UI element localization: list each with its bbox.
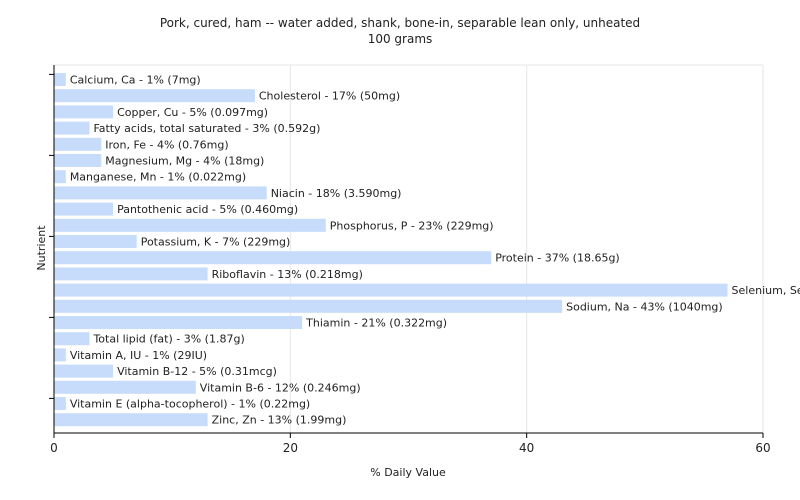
bar-label: Niacin - 18% (3.590mg) — [271, 187, 402, 200]
bar-label: Riboflavin - 13% (0.218mg) — [212, 268, 363, 281]
bar — [54, 299, 563, 313]
bar-label: Sodium, Na - 43% (1040mg) — [566, 300, 723, 313]
bar — [54, 137, 102, 151]
bar — [54, 73, 66, 86]
bar-label: Vitamin B-6 - 12% (0.246mg) — [200, 381, 361, 394]
bar — [54, 364, 114, 378]
bar — [54, 154, 102, 167]
x-axis-label: % Daily Value — [370, 466, 446, 479]
x-tick-label: 60 — [755, 441, 770, 455]
x-tick-label: 40 — [519, 441, 534, 455]
bar-label: Vitamin E (alpha-tocopherol) - 1% (0.22m… — [70, 398, 310, 411]
chart-title-block: Pork, cured, ham -- water added, shank, … — [0, 15, 800, 47]
bar — [54, 202, 114, 216]
x-tick-label: 0 — [50, 441, 58, 455]
grid-lines — [54, 64, 764, 433]
bar — [54, 105, 114, 119]
bar — [54, 251, 492, 265]
bar — [54, 121, 90, 135]
bar-label: Thiamin - 21% (0.322mg) — [305, 317, 447, 330]
bar — [54, 316, 303, 329]
bar — [54, 235, 137, 248]
bar-label: Vitamin B-12 - 5% (0.31mcg) — [117, 365, 277, 378]
bar — [54, 348, 66, 362]
bar — [54, 397, 66, 410]
bar-label: Total lipid (fat) - 3% (1.87g) — [92, 333, 244, 346]
bar — [54, 170, 66, 184]
bar — [54, 413, 208, 427]
bars: Calcium, Ca - 1% (7mg) Cholesterol - 17% … — [54, 73, 800, 427]
bar — [54, 380, 196, 394]
bar-label: Copper, Cu - 5% (0.097mg) — [117, 106, 268, 119]
bar — [54, 218, 326, 232]
bar-label: Iron, Fe - 4% (0.76mg) — [105, 138, 228, 151]
bar — [54, 89, 255, 103]
chart-subtitle: 100 grams — [367, 32, 433, 46]
bar-label: Fatty acids, total saturated - 3% (0.592… — [93, 122, 320, 135]
bar-label: Calcium, Ca - 1% (7mg) — [70, 74, 201, 87]
bar-label: Vitamin A, IU - 1% (29IU) — [70, 349, 207, 362]
bar-label: Protein - 37% (18.65g) — [495, 252, 620, 265]
bar — [54, 186, 267, 200]
bar-label: Phosphorus, P - 23% (229mg) — [330, 219, 494, 232]
x-tick-label: 20 — [283, 441, 298, 455]
bar-label: Selenium, Se - 57% (40.0mcg) — [732, 284, 800, 297]
bar-label: Manganese, Mn - 1% (0.022mg) — [70, 171, 246, 184]
bar-label: Cholesterol - 17% (50mg) — [259, 90, 400, 103]
bar — [54, 267, 208, 281]
bar-label: Pantothenic acid - 5% (0.460mg) — [117, 203, 298, 216]
axes — [49, 65, 763, 434]
y-axis-label: Nutrient — [35, 225, 48, 271]
bar-label: Zinc, Zn - 13% (1.99mg) — [212, 414, 347, 427]
bar-label: Potassium, K - 7% (229mg) — [141, 236, 291, 249]
bar — [54, 332, 90, 346]
x-ticks: 0 20 40 60 — [50, 433, 771, 455]
chart-title: Pork, cured, ham -- water added, shank, … — [159, 16, 641, 30]
bar-label: Magnesium, Mg - 4% (18mg) — [105, 155, 264, 168]
bar — [54, 283, 728, 297]
